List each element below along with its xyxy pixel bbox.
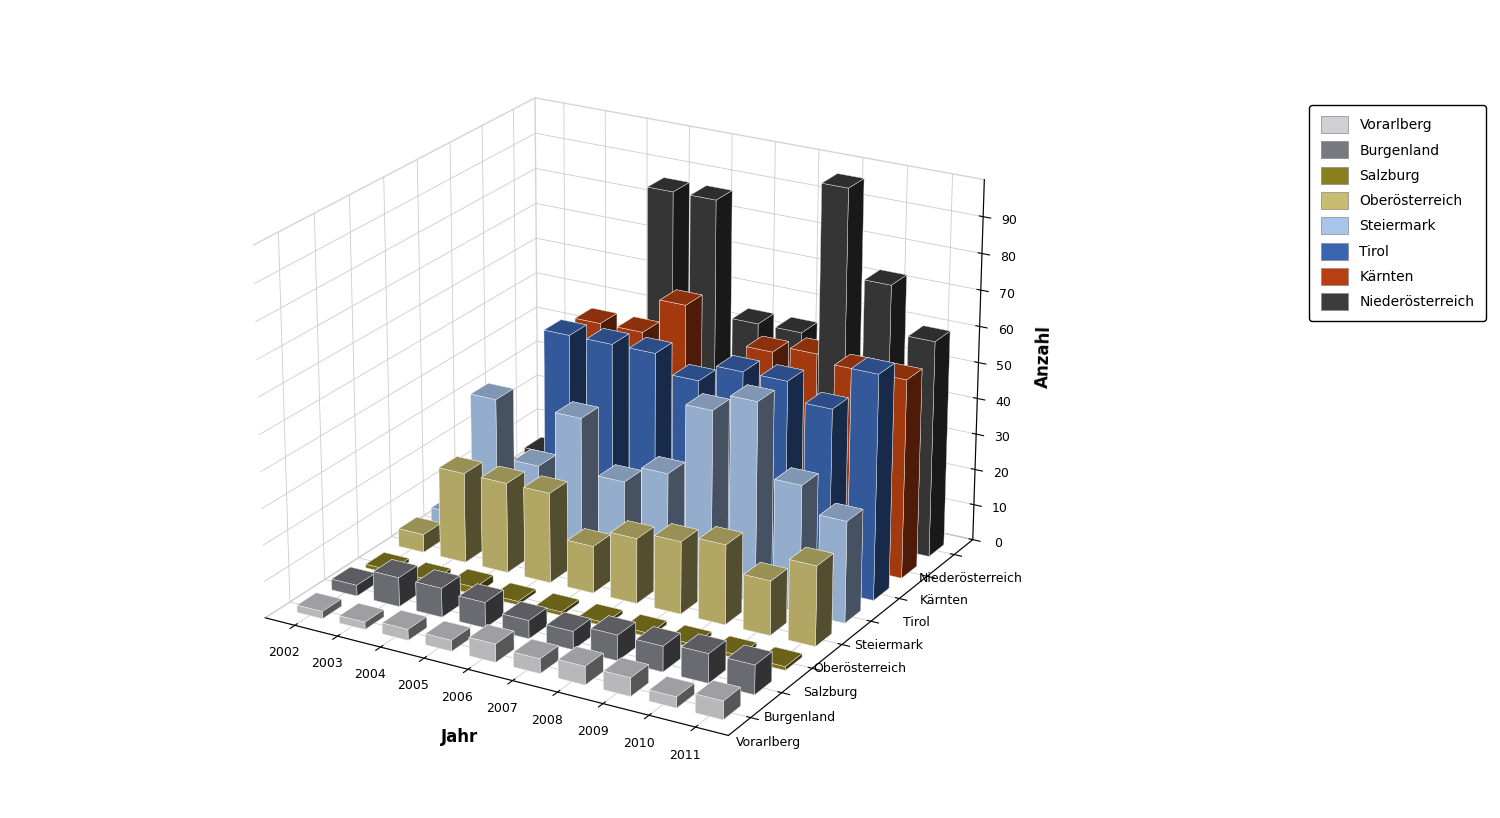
Legend: Vorarlberg, Burgenland, Salzburg, Oberösterreich, Steiermark, Tirol, Kärnten, Ni: Vorarlberg, Burgenland, Salzburg, Oberös… — [1310, 105, 1485, 321]
X-axis label: Jahr: Jahr — [441, 728, 479, 746]
